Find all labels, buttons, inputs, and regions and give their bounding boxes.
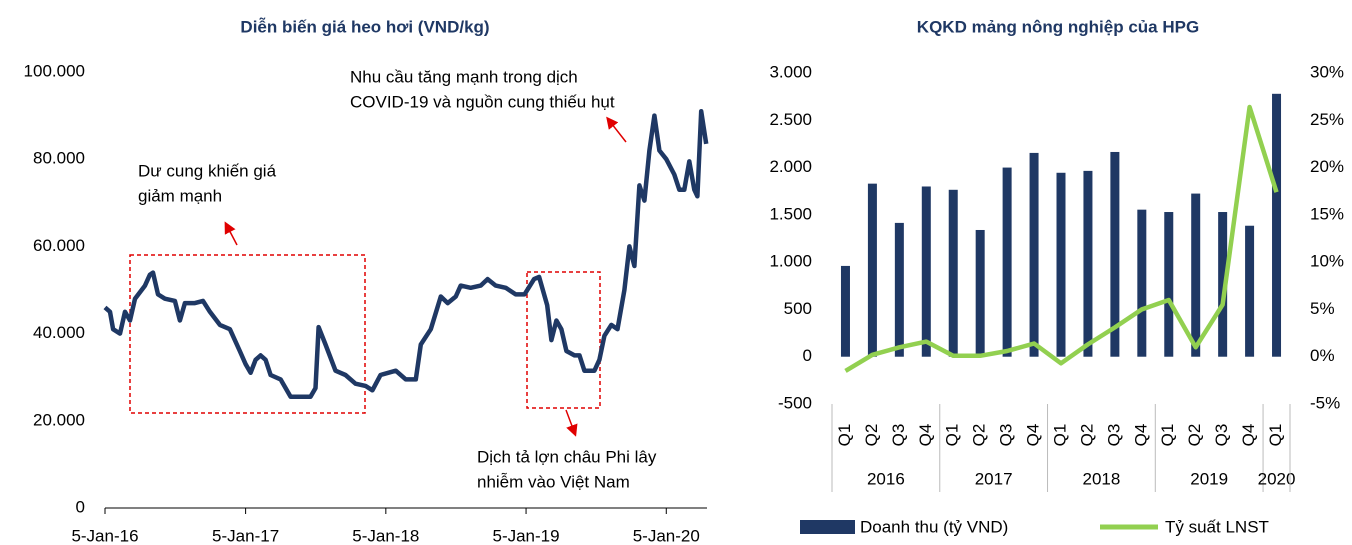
x-group-label: 2020	[1258, 469, 1296, 488]
y-tick-label: -500	[778, 393, 812, 412]
x-tick-label: Q4	[1024, 424, 1043, 447]
legend-label: Doanh thu (tỷ VND)	[860, 517, 1008, 536]
bar	[840, 265, 850, 357]
annotation: Nhu cầu tăng mạnh trong dịch	[350, 67, 578, 86]
annotation-box	[129, 254, 366, 414]
y-tick-label: 2.500	[769, 110, 812, 129]
bar	[1272, 93, 1282, 357]
bar	[975, 229, 985, 357]
bar	[867, 183, 877, 357]
x-tick-label: Q3	[889, 424, 908, 447]
bar	[1218, 212, 1228, 357]
y-tick-label: 80.000	[33, 149, 85, 168]
x-tick-label: 5-Jan-17	[212, 526, 279, 545]
x-group-label: 2018	[1082, 469, 1120, 488]
bar	[921, 186, 931, 357]
bar	[948, 189, 958, 357]
y-tick-label: 2.000	[769, 157, 812, 176]
x-tick-label: Q4	[1239, 424, 1258, 447]
y-tick-label: 1.500	[769, 204, 812, 223]
bar	[894, 222, 904, 357]
y-tick-label: 500	[784, 299, 812, 318]
y2-tick-label: 5%	[1310, 299, 1335, 318]
price-line	[103, 108, 709, 400]
y-tick-label: 60.000	[33, 236, 85, 255]
y-tick-label: 3.000	[769, 62, 812, 81]
y-tick-label: 20.000	[33, 410, 85, 429]
x-tick-label: Q2	[970, 424, 989, 447]
annotation-box	[526, 271, 601, 409]
chart-title: KQKD mảng nông nghiệp của HPG	[917, 17, 1199, 36]
chart-title: Diễn biến giá heo hơi (VND/kg)	[240, 17, 489, 36]
bar	[1083, 170, 1093, 357]
x-tick-label: Q1	[1158, 424, 1177, 447]
x-tick-label: 5-Jan-20	[633, 526, 700, 545]
bar	[1164, 212, 1174, 357]
x-group-label: 2019	[1190, 469, 1228, 488]
y2-tick-label: -5%	[1310, 393, 1340, 412]
x-tick-label: 5-Jan-19	[492, 526, 559, 545]
y-tick-label: 100.000	[24, 61, 85, 80]
x-group-label: 2016	[867, 469, 905, 488]
x-tick-label: 5-Jan-18	[352, 526, 419, 545]
y2-tick-label: 20%	[1310, 157, 1344, 176]
bar	[1110, 151, 1120, 357]
annotation: Dịch tả lợn châu Phi lây	[477, 447, 657, 466]
x-tick-label: Q1	[835, 424, 854, 447]
y-tick-label: 1.000	[769, 252, 812, 271]
y2-tick-label: 25%	[1310, 110, 1344, 129]
x-tick-label: Q1	[1050, 424, 1069, 447]
y2-tick-label: 0%	[1310, 346, 1335, 365]
legend-swatch	[800, 520, 855, 534]
x-tick-label: Q3	[1212, 424, 1231, 447]
y-tick-label: 0	[76, 497, 85, 516]
legend-label: Tỷ suất LNST	[1165, 517, 1269, 536]
x-tick-label: Q2	[1077, 424, 1096, 447]
y2-tick-label: 30%	[1310, 62, 1344, 81]
x-tick-label: Q3	[997, 424, 1016, 447]
x-group-label: 2017	[975, 469, 1013, 488]
x-tick-label: Q4	[1131, 424, 1150, 447]
annotation-arrow	[565, 409, 578, 437]
x-tick-label: 5-Jan-16	[71, 526, 138, 545]
annotation: giảm mạnh	[138, 186, 222, 205]
x-tick-label: Q2	[1185, 424, 1204, 447]
annotation: COVID-19 và nguồn cung thiếu hụt	[350, 92, 615, 111]
annotation: nhiễm vào Việt Nam	[477, 472, 630, 491]
x-tick-label: Q4	[916, 424, 935, 447]
x-tick-label: Q2	[862, 424, 881, 447]
annotation: Dư cung khiến giá	[138, 161, 277, 180]
y-tick-label: 40.000	[33, 323, 85, 342]
bar	[1029, 152, 1039, 357]
bar	[1056, 172, 1066, 357]
y-tick-label: 0	[803, 346, 812, 365]
x-tick-label: Q1	[1266, 424, 1285, 447]
x-tick-label: Q1	[943, 424, 962, 447]
y2-tick-label: 15%	[1310, 204, 1344, 223]
bar	[1245, 225, 1255, 357]
margin-line	[844, 104, 1279, 373]
bar	[1002, 167, 1012, 357]
bar	[1137, 209, 1147, 357]
y2-tick-label: 10%	[1310, 252, 1344, 271]
annotation-arrow	[606, 116, 627, 143]
annotation-arrow	[224, 221, 238, 246]
bar	[1191, 193, 1201, 357]
x-tick-label: Q3	[1104, 424, 1123, 447]
